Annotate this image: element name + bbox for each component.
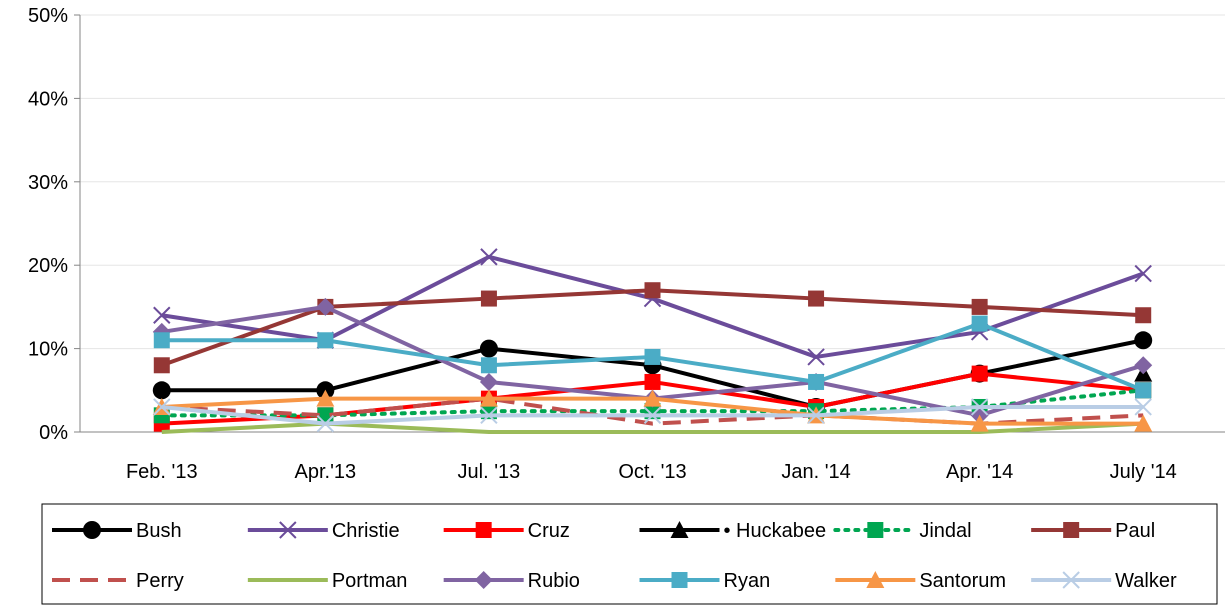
data-point bbox=[480, 357, 497, 374]
data-point bbox=[480, 290, 497, 307]
x-tick-label: Jan. '14 bbox=[781, 461, 850, 483]
legend: Bush Christie Cruz • Huckabee Jindal Paul Perr… bbox=[41, 503, 1218, 605]
legend-entry: Santorum bbox=[835, 570, 1006, 592]
data-point bbox=[316, 297, 335, 316]
data-point bbox=[153, 332, 170, 349]
data-point bbox=[480, 248, 498, 266]
legend-label: Walker bbox=[1115, 570, 1177, 592]
data-point bbox=[670, 521, 689, 538]
data-point bbox=[317, 332, 334, 349]
legend-entry: Cruz bbox=[443, 520, 570, 542]
data-point bbox=[474, 571, 493, 589]
data-point bbox=[152, 381, 171, 400]
legend-label: Cruz bbox=[528, 520, 570, 542]
data-point bbox=[1134, 264, 1152, 283]
data-point bbox=[479, 372, 498, 391]
data-point bbox=[808, 290, 825, 307]
data-point bbox=[316, 389, 335, 407]
y-tick-label: 30% bbox=[28, 172, 68, 194]
legend-entry: • Huckabee bbox=[639, 520, 827, 542]
y-tick-label: 40% bbox=[28, 88, 68, 110]
legend-entry: Ryan bbox=[639, 570, 771, 592]
legend-entry: Perry bbox=[52, 570, 184, 592]
data-point bbox=[807, 348, 825, 366]
x-tick-label: Apr.'13 bbox=[295, 461, 357, 483]
gridlines bbox=[80, 14, 1225, 350]
data-point bbox=[1134, 414, 1153, 432]
legend-label: Santorum bbox=[919, 570, 1006, 592]
legend-entry: Portman bbox=[247, 570, 408, 592]
x-tick-label: Apr. '14 bbox=[946, 461, 1013, 483]
data-point bbox=[971, 298, 988, 315]
data-point bbox=[644, 348, 661, 365]
legend-label: Rubio bbox=[528, 570, 580, 592]
legend-label: Perry bbox=[136, 570, 184, 592]
legend-label: Portman bbox=[332, 570, 408, 592]
legend-box bbox=[41, 503, 1218, 605]
data-point bbox=[1063, 522, 1080, 538]
y-tick-label: 20% bbox=[28, 255, 68, 277]
data-point bbox=[1135, 307, 1152, 324]
data-point bbox=[479, 389, 498, 407]
data-point bbox=[279, 521, 297, 539]
data-point bbox=[479, 339, 498, 358]
data-point bbox=[644, 373, 661, 390]
series-layer bbox=[152, 248, 1153, 434]
data-point bbox=[807, 406, 825, 425]
y-tick-label: 10% bbox=[28, 339, 68, 361]
data-point bbox=[971, 315, 988, 332]
data-point bbox=[1134, 331, 1153, 350]
data-point bbox=[643, 389, 662, 407]
x-tick-label: Feb. '13 bbox=[126, 461, 198, 483]
x-axis-ticks: Feb. '13 Apr.'13 Jul. '13 Oct. '13 Jan. '14 A… bbox=[126, 461, 1177, 483]
legend-label: Christie bbox=[332, 520, 400, 542]
legend-label: • Huckabee bbox=[724, 520, 827, 542]
y-tick-label: 0% bbox=[39, 422, 68, 444]
legend-entry: Walker bbox=[1031, 570, 1177, 592]
legend-label: Ryan bbox=[724, 570, 771, 592]
legend-entry: Jindal bbox=[833, 520, 972, 542]
legend-entry: Paul bbox=[1031, 520, 1155, 542]
data-point bbox=[153, 398, 171, 416]
data-point bbox=[480, 406, 498, 425]
data-point bbox=[1134, 398, 1152, 416]
data-point bbox=[808, 373, 825, 390]
data-point bbox=[316, 414, 335, 433]
legend-label: Bush bbox=[136, 520, 182, 542]
data-point bbox=[83, 521, 101, 539]
data-point bbox=[866, 571, 885, 588]
data-point bbox=[153, 357, 170, 374]
data-point bbox=[867, 522, 884, 538]
legend-entry: Rubio bbox=[443, 570, 580, 592]
legend-entry: Christie bbox=[247, 520, 400, 542]
series-ryan bbox=[153, 315, 1152, 399]
legend-entry: Bush bbox=[52, 520, 182, 542]
data-point bbox=[475, 522, 492, 538]
data-point bbox=[1062, 571, 1080, 589]
data-point bbox=[1135, 382, 1152, 399]
data-point bbox=[1134, 356, 1153, 375]
y-axis-ticks: 0% 10% 20% 30% 40% 50% bbox=[28, 5, 80, 444]
series-walker bbox=[153, 398, 1152, 433]
data-point bbox=[153, 306, 171, 324]
data-point bbox=[970, 398, 989, 416]
data-point bbox=[971, 365, 988, 382]
x-tick-label: July '14 bbox=[1110, 461, 1177, 483]
data-point bbox=[644, 282, 661, 299]
data-point bbox=[970, 414, 989, 432]
y-tick-label: 50% bbox=[28, 5, 68, 27]
legend-label: Paul bbox=[1115, 520, 1155, 542]
data-point bbox=[671, 572, 688, 588]
legend-label: Jindal bbox=[919, 520, 971, 542]
data-point bbox=[643, 406, 662, 425]
x-tick-label: Oct. '13 bbox=[618, 461, 686, 483]
x-tick-label: Jul. '13 bbox=[458, 461, 521, 483]
